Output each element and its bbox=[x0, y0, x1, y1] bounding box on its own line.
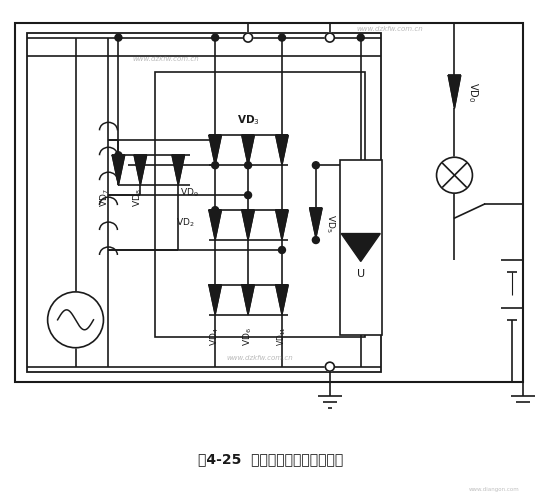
Circle shape bbox=[115, 152, 122, 159]
Circle shape bbox=[243, 33, 253, 42]
Bar bbox=[27, 32, 380, 371]
Polygon shape bbox=[242, 285, 254, 315]
Circle shape bbox=[279, 34, 286, 41]
Polygon shape bbox=[276, 210, 288, 240]
Circle shape bbox=[244, 192, 251, 198]
Text: VD$_3$: VD$_3$ bbox=[237, 114, 260, 127]
Circle shape bbox=[279, 246, 286, 254]
Text: U: U bbox=[357, 270, 365, 280]
Text: VD$_4$: VD$_4$ bbox=[209, 327, 221, 345]
Text: www.dzkfw.com.cn: www.dzkfw.com.cn bbox=[132, 56, 199, 62]
Circle shape bbox=[212, 137, 218, 144]
Text: VD$_0$: VD$_0$ bbox=[467, 82, 480, 102]
Text: VD$_9$: VD$_9$ bbox=[180, 186, 199, 198]
Circle shape bbox=[436, 158, 473, 193]
Polygon shape bbox=[112, 156, 125, 185]
Text: VD$_8$: VD$_8$ bbox=[131, 188, 144, 207]
Circle shape bbox=[212, 34, 218, 41]
Polygon shape bbox=[172, 156, 184, 185]
Circle shape bbox=[312, 162, 319, 168]
Bar bbox=[15, 22, 523, 382]
Polygon shape bbox=[276, 285, 288, 315]
Polygon shape bbox=[276, 136, 288, 165]
Polygon shape bbox=[448, 76, 461, 108]
Polygon shape bbox=[341, 234, 380, 262]
Polygon shape bbox=[242, 136, 254, 165]
Circle shape bbox=[325, 362, 334, 371]
Circle shape bbox=[48, 292, 104, 348]
Circle shape bbox=[357, 34, 364, 41]
Bar bbox=[156, 72, 365, 337]
Text: VD$_7$: VD$_7$ bbox=[98, 188, 111, 207]
Polygon shape bbox=[209, 210, 222, 240]
Text: www.diangon.com: www.diangon.com bbox=[468, 488, 519, 492]
Polygon shape bbox=[209, 136, 222, 165]
Text: VD$_5$: VD$_5$ bbox=[324, 214, 337, 233]
Circle shape bbox=[212, 206, 218, 214]
Circle shape bbox=[244, 162, 251, 168]
Polygon shape bbox=[309, 208, 322, 238]
Text: www.dzkfw.com.cn: www.dzkfw.com.cn bbox=[356, 26, 423, 32]
Polygon shape bbox=[242, 210, 254, 240]
Polygon shape bbox=[209, 285, 222, 315]
Circle shape bbox=[212, 162, 218, 168]
Text: VD$_{11}$: VD$_{11}$ bbox=[276, 327, 288, 346]
Circle shape bbox=[115, 34, 122, 41]
Text: 图4-25  十一管交流电机的电路图: 图4-25 十一管交流电机的电路图 bbox=[198, 452, 344, 466]
Polygon shape bbox=[134, 156, 147, 185]
Circle shape bbox=[312, 236, 319, 244]
Bar bbox=[340, 160, 382, 335]
Text: www.dzkfw.com.cn: www.dzkfw.com.cn bbox=[227, 354, 293, 360]
Circle shape bbox=[325, 33, 334, 42]
Text: VD$_2$: VD$_2$ bbox=[176, 216, 195, 228]
Text: VD$_6$: VD$_6$ bbox=[242, 327, 254, 345]
